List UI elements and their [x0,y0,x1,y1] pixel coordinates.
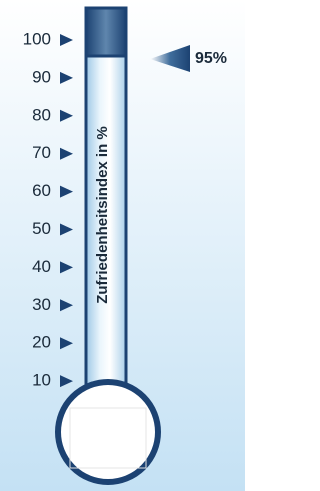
y-tick-label: 70 [32,143,51,162]
y-tick-label: 100 [23,29,51,48]
y-tick-label: 10 [32,371,51,390]
chart: Zufriedenheitsindex in % 10 20 30 40 50 60 70 8… [0,0,245,491]
value-label: 95% [195,50,227,67]
tube-cap [86,8,126,56]
y-tick-label: 80 [32,105,51,124]
y-tick-label: 90 [32,67,51,86]
y-tick-label: 20 [32,333,51,352]
y-tick-label: 30 [32,295,51,314]
y-tick-label: 60 [32,181,51,200]
axis-label: Zufriedenheitsindex in % [94,126,111,304]
y-tick-label: 50 [32,219,51,238]
y-tick-label: 40 [32,257,51,276]
bulb [58,382,158,482]
